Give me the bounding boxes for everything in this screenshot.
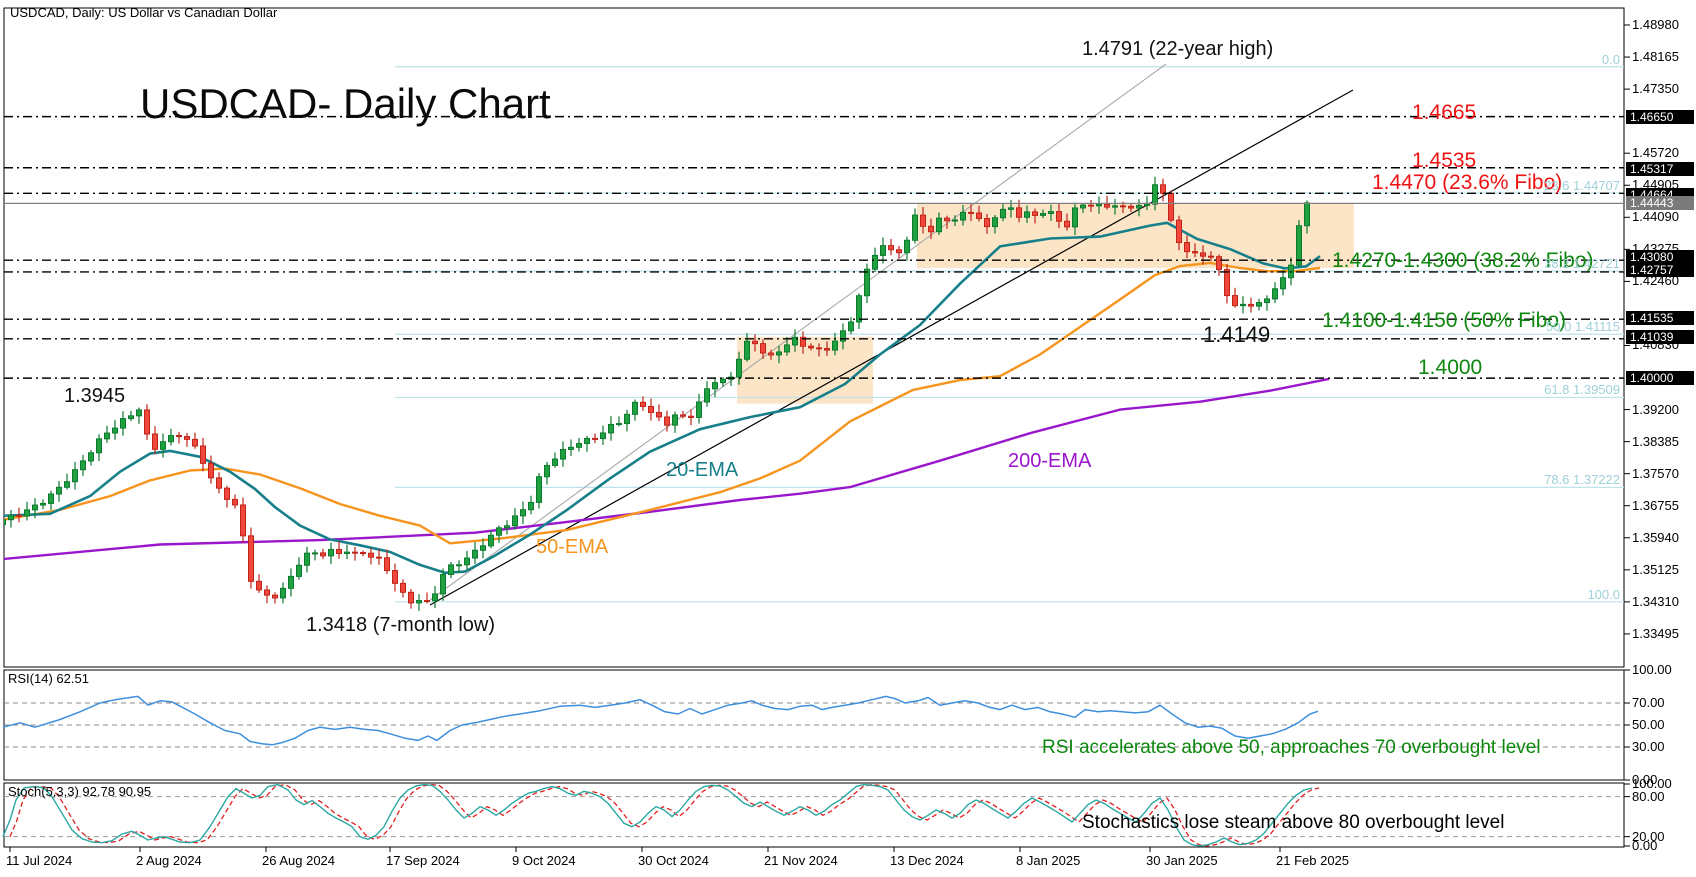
price-axis-label: 1.39200: [1632, 401, 1679, 417]
price-axis-label: 1.36755: [1632, 497, 1679, 513]
stoch-axis-label: 100.00: [1632, 776, 1672, 791]
annotation-fibo-382: 1.4270-1.4300 (38.2% Fibo): [1332, 249, 1594, 272]
price-axis-label: 1.44090: [1632, 209, 1679, 225]
fibo-level-label: 23.6 1.44707: [1544, 178, 1620, 194]
price-level-badge: 1.43080: [1626, 250, 1694, 264]
fibo-level-label: 100.0: [1587, 586, 1620, 602]
date-axis-label: 9 Oct 2024: [512, 853, 576, 868]
stoch-axis-label: 20.00: [1632, 828, 1665, 844]
current-price-badge: 1.44443: [1626, 196, 1694, 211]
date-axis-label: 11 Jul 2024: [6, 853, 73, 868]
annotation-support-14000: 1.4000: [1418, 356, 1483, 379]
price-level-badge: 1.42757: [1626, 262, 1694, 277]
stoch-annotation: Stochastics lose steam above 80 overboug…: [1082, 812, 1505, 833]
fibo-level-label: 78.6 1.37222: [1544, 472, 1620, 488]
fibo-level-label: 61.8 1.39509: [1544, 382, 1620, 398]
stoch-axis-label: 80.00: [1632, 788, 1665, 804]
annotation-fibo-236: 1.4470 (23.6% Fibo): [1372, 171, 1563, 194]
price-axis-label: 1.34310: [1632, 593, 1679, 609]
price-level-badge: 1.41039: [1626, 330, 1694, 345]
price-level-badge: 1.40000: [1626, 371, 1694, 386]
date-axis-label: 30 Jan 2025: [1146, 853, 1218, 868]
rsi-axis-label: 30.00: [1632, 739, 1665, 754]
price-axis-label: 1.38385: [1632, 433, 1679, 449]
window-title: USDCAD, Daily: US Dollar vs Canadian Dol…: [10, 5, 278, 20]
annotation-feb-low: 1.4149: [1203, 322, 1271, 347]
price-level-badge: 1.41535: [1626, 310, 1694, 325]
price-axis-label: 1.48980: [1632, 17, 1679, 32]
rsi-annotation: RSI accelerates above 50, approaches 70 …: [1042, 737, 1541, 758]
chart-title: USDCAD- Daily Chart: [140, 80, 551, 127]
price-axis-label: 1.48165: [1632, 49, 1679, 65]
date-axis-label: 13 Dec 2024: [890, 853, 964, 868]
annotation-7-month-low: 1.3418 (7-month low): [306, 614, 495, 636]
date-axis-label: 8 Jan 2025: [1016, 853, 1081, 868]
annotation-resistance-14535: 1.4535: [1412, 149, 1477, 172]
date-axis-label: 21 Feb 2025: [1276, 853, 1350, 868]
price-axis-label: 1.37570: [1632, 465, 1679, 481]
ema50-label: 50-EMA: [536, 536, 609, 558]
rsi-axis-label: 70.00: [1632, 695, 1665, 710]
annotation-22-year-high: 1.4791 (22-year high): [1082, 38, 1274, 60]
rsi-indicator-label: RSI(14) 62.51: [8, 671, 89, 686]
price-axis-label: 1.35940: [1632, 529, 1679, 545]
ema200-label: 200-EMA: [1008, 450, 1092, 472]
annotation-fibo-50: 1.4100-1.4150 (50% Fibo): [1322, 309, 1566, 332]
price-axis-label: 1.42460: [1632, 273, 1679, 289]
price-level-badge: 1.45317: [1626, 162, 1694, 177]
fibo-level-label: 0.0: [1601, 51, 1620, 67]
rsi-axis-label: 50.00: [1632, 717, 1665, 732]
stoch-indicator-label: Stoch(5,3,3) 92.78 90.95: [8, 784, 152, 799]
date-axis-label: 26 Aug 2024: [262, 853, 336, 868]
ema20-label: 20-EMA: [666, 459, 739, 481]
annotation-aug-peak: 1.3945: [64, 385, 126, 407]
price-axis-label: 1.35125: [1632, 561, 1679, 577]
annotation-resistance-14665: 1.4665: [1412, 101, 1477, 124]
fibo-level-label: 38.2 1.42721: [1544, 256, 1620, 272]
date-axis-label: 30 Oct 2024: [638, 853, 709, 868]
price-axis-label: 1.33495: [1632, 625, 1679, 641]
date-axis-label: 21 Nov 2024: [764, 853, 838, 868]
price-axis-label: 1.47350: [1632, 81, 1679, 97]
price-axis-label: 1.45720: [1632, 145, 1679, 161]
fibo-level-label: 50.0 1.41115: [1546, 319, 1620, 335]
stoch-axis-label: 0.00: [1632, 838, 1658, 853]
date-axis-label: 17 Sep 2024: [386, 853, 460, 868]
rsi-axis-label: 0.00: [1632, 772, 1658, 787]
date-axis-label: 2 Aug 2024: [136, 853, 202, 868]
rsi-axis-label: 100.00: [1632, 662, 1672, 677]
price-level-badge: 1.46650: [1626, 109, 1694, 124]
